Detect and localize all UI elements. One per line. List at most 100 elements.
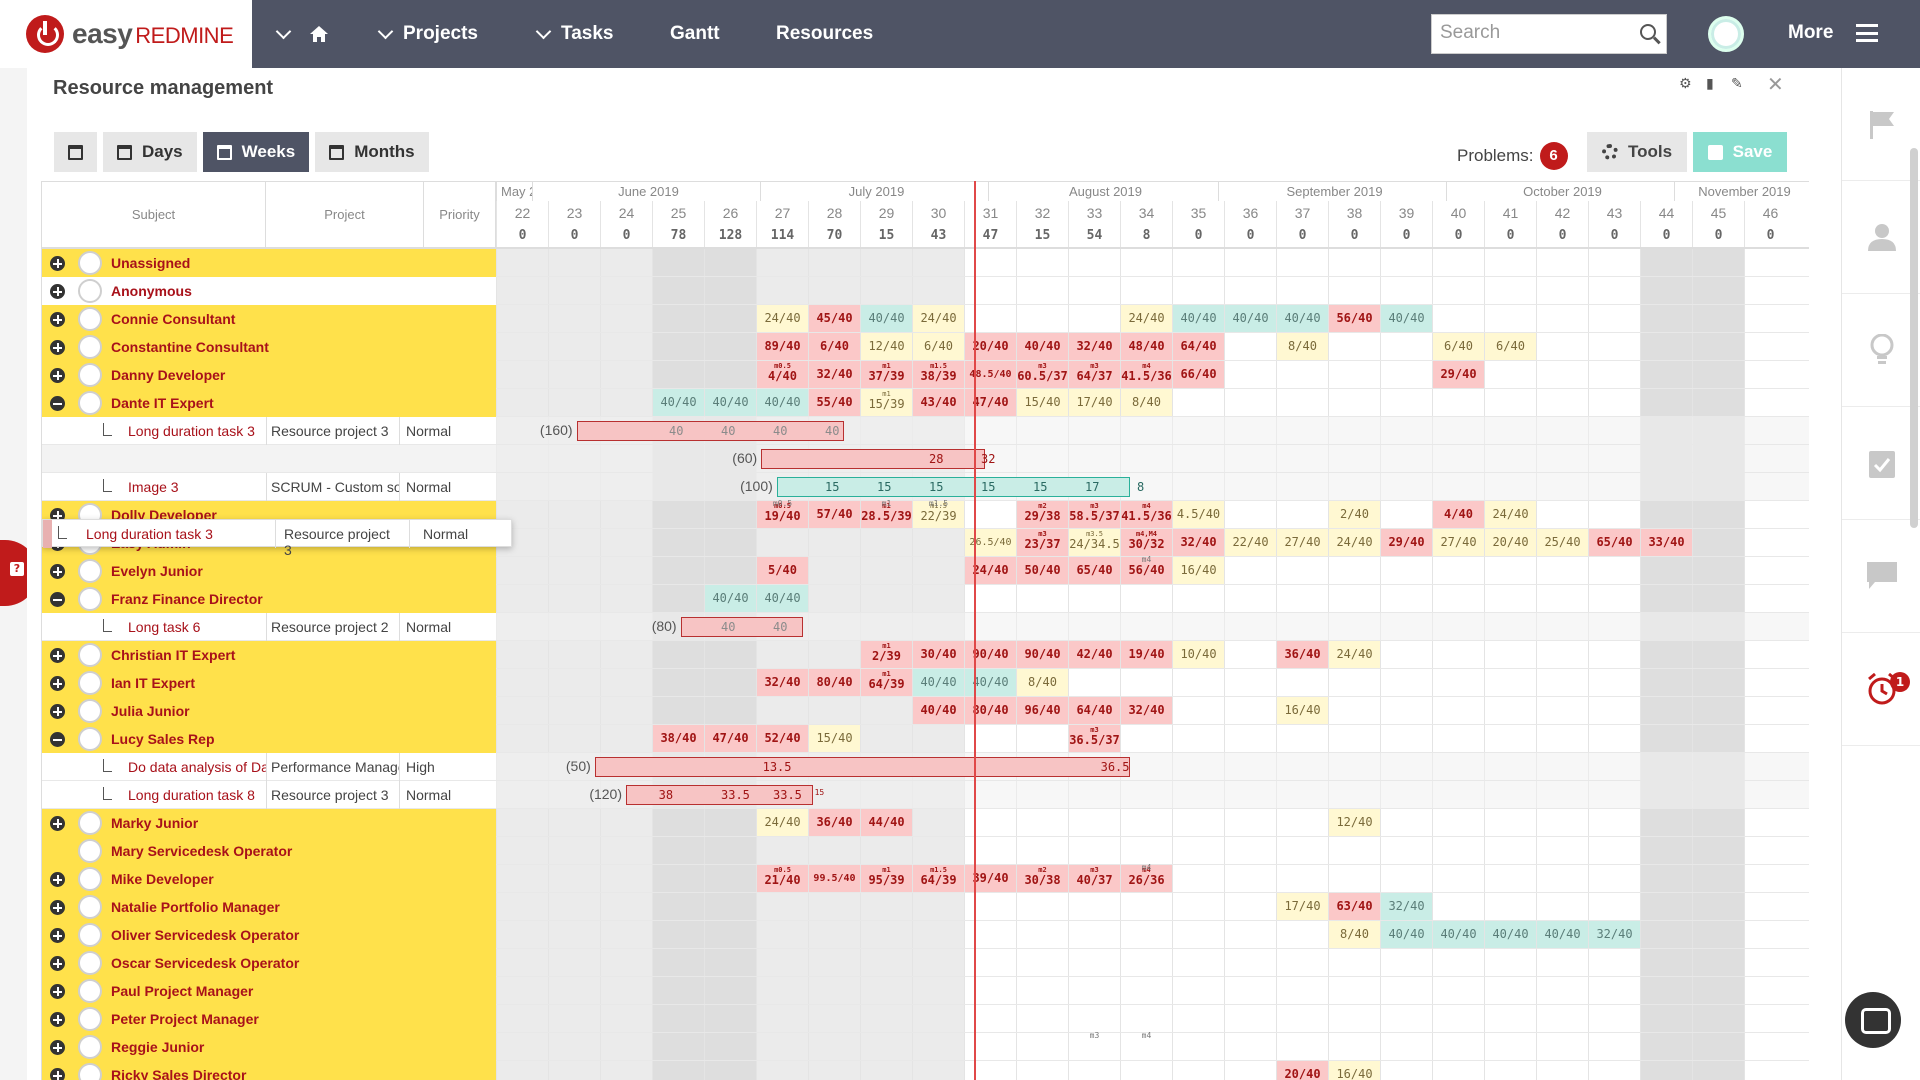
allocation-cell[interactable]: 16/40 xyxy=(1329,1061,1380,1080)
allocation-cell[interactable]: 8/40 xyxy=(1121,389,1172,416)
tools-button[interactable]: Tools xyxy=(1587,132,1687,172)
expand-icon[interactable] xyxy=(50,284,65,299)
allocation-cell[interactable]: 8/40 xyxy=(1329,921,1380,948)
expand-icon[interactable] xyxy=(50,928,65,943)
task-bar[interactable]: 13.5 36.5 xyxy=(594,757,1131,777)
more-menu-button[interactable]: More xyxy=(1788,22,1834,43)
user-name[interactable]: Ricky Sales Director xyxy=(111,1067,247,1080)
allocation-cell[interactable]: 40/40 xyxy=(1433,921,1484,948)
user-row[interactable]: Christian IT Expert xyxy=(42,641,496,669)
allocation-cell[interactable]: 24/40 xyxy=(757,809,808,836)
expand-icon[interactable] xyxy=(50,984,65,999)
allocation-cell[interactable]: 33/40 xyxy=(1641,529,1692,556)
allocation-cell[interactable]: 65/40 xyxy=(1589,529,1640,556)
allocation-cell[interactable]: 47/40 xyxy=(965,389,1016,416)
user-row[interactable]: Oliver Servicedesk Operator xyxy=(42,921,496,949)
user-row[interactable]: Paul Project Manager xyxy=(42,977,496,1005)
user-name[interactable]: Peter Project Manager xyxy=(111,1011,259,1027)
allocation-cell[interactable]: 40/40 xyxy=(653,389,704,416)
calendar-button[interactable] xyxy=(54,132,97,172)
allocation-cell[interactable]: 39/40 xyxy=(965,865,1016,892)
user-row[interactable]: Danny Developer xyxy=(42,361,496,389)
user-row[interactable]: Evelyn Junior xyxy=(42,557,496,585)
allocation-cell[interactable]: 96/40 xyxy=(1017,697,1068,724)
collapse-icon[interactable] xyxy=(50,396,65,411)
hamburger-icon[interactable] xyxy=(1856,24,1878,42)
allocation-cell[interactable]: m1 15/39 xyxy=(861,389,912,416)
user-row[interactable]: Julia Junior xyxy=(42,697,496,725)
allocation-cell[interactable]: 80/40 xyxy=(809,669,860,696)
pencil-icon[interactable]: ✎ xyxy=(1731,76,1743,92)
user-name[interactable]: Unassigned xyxy=(111,255,191,271)
allocation-cell[interactable]: 16/40 xyxy=(1173,557,1224,584)
allocation-cell[interactable]: m4,M4 30/32 xyxy=(1121,529,1172,556)
allocation-cell[interactable]: 19/40 xyxy=(1121,641,1172,668)
allocation-cell[interactable]: 17/40 xyxy=(1069,389,1120,416)
days-button[interactable]: Days xyxy=(103,132,197,172)
allocation-cell[interactable]: 32/40 xyxy=(757,669,808,696)
expand-icon[interactable] xyxy=(50,368,65,383)
allocation-cell[interactable]: 29/40 xyxy=(1381,529,1432,556)
allocation-cell[interactable]: 42/40 xyxy=(1069,641,1120,668)
allocation-cell[interactable]: 2/40 xyxy=(1329,501,1380,528)
allocation-cell[interactable]: 44/40 xyxy=(861,809,912,836)
user-name[interactable]: Oscar Servicedesk Operator xyxy=(111,955,300,971)
logo[interactable]: easy REDMINE xyxy=(0,0,252,68)
column-header-priority[interactable]: Priority xyxy=(424,182,496,247)
nav-tasks[interactable]: Tasks xyxy=(535,0,613,68)
gear-icon[interactable]: ⚙ xyxy=(1679,76,1692,92)
allocation-cell[interactable]: m3.5 24/34.5 xyxy=(1069,529,1120,556)
allocation-cell[interactable]: m1 64/39 xyxy=(861,669,912,696)
task-subject[interactable]: Long duration task 3 xyxy=(86,526,213,542)
allocation-cell[interactable]: 48/40 xyxy=(1121,333,1172,360)
task-bar[interactable]: 40 40 40 40 xyxy=(576,421,845,441)
allocation-cell[interactable]: 6/40 xyxy=(1433,333,1484,360)
allocation-cell[interactable]: 40/40 xyxy=(1017,333,1068,360)
expand-icon[interactable] xyxy=(50,1012,65,1027)
allocation-cell[interactable]: 56/40 xyxy=(1121,557,1172,584)
allocation-cell[interactable]: 40/40 xyxy=(1537,921,1588,948)
user-name[interactable]: Reggie Junior xyxy=(111,1039,205,1055)
allocation-cell[interactable]: 10/40 xyxy=(1173,641,1224,668)
allocation-cell[interactable]: 20/40 xyxy=(965,333,1016,360)
column-header-subject[interactable]: Subject xyxy=(42,182,266,247)
user-name[interactable]: Paul Project Manager xyxy=(111,983,254,999)
checklist-icon[interactable] xyxy=(1842,407,1920,520)
chat-widget-button[interactable] xyxy=(1845,992,1901,1048)
allocation-cell[interactable]: 27/40 xyxy=(1433,529,1484,556)
task-bar[interactable]: 40 40 xyxy=(680,617,803,637)
user-row[interactable]: Oscar Servicedesk Operator xyxy=(42,949,496,977)
user-row[interactable]: Reggie Junior xyxy=(42,1033,496,1061)
user-row[interactable]: Ian IT Expert xyxy=(42,669,496,697)
expand-icon[interactable] xyxy=(50,900,65,915)
allocation-cell[interactable]: 64/40 xyxy=(1173,333,1224,360)
user-name[interactable]: Natalie Portfolio Manager xyxy=(111,899,280,915)
flag-icon[interactable] xyxy=(1842,68,1920,181)
allocation-cell[interactable]: 20/40 xyxy=(1277,1061,1328,1080)
user-name[interactable]: Mary Servicedesk Operator xyxy=(111,843,293,859)
allocation-cell[interactable]: 24/40 xyxy=(1329,641,1380,668)
allocation-cell[interactable]: 40/40 xyxy=(705,389,756,416)
allocation-cell[interactable]: 32/40 xyxy=(1381,893,1432,920)
allocation-cell[interactable]: 40/40 xyxy=(913,697,964,724)
allocation-cell[interactable]: 24/40 xyxy=(965,557,1016,584)
allocation-cell[interactable]: 22/40 xyxy=(1225,529,1276,556)
user-row[interactable]: Dante IT Expert xyxy=(42,389,496,417)
expand-icon[interactable] xyxy=(50,256,65,271)
column-header-project[interactable]: Project xyxy=(266,182,424,247)
allocation-cell[interactable]: 25/40 xyxy=(1537,529,1588,556)
task-subject[interactable]: Long duration task 3 xyxy=(128,423,255,439)
task-subject[interactable]: Long task 6 xyxy=(128,619,201,635)
allocation-cell[interactable]: m3 23/37 xyxy=(1017,529,1068,556)
allocation-cell[interactable]: m4 41.5/36 xyxy=(1121,361,1172,388)
expand-icon[interactable] xyxy=(50,816,65,831)
user-row[interactable]: Franz Finance Director xyxy=(42,585,496,613)
user-name[interactable]: Ian IT Expert xyxy=(111,675,196,691)
user-name[interactable]: Danny Developer xyxy=(111,367,226,383)
allocation-cell[interactable]: m1 2/39 xyxy=(861,641,912,668)
expand-icon[interactable] xyxy=(50,956,65,971)
allocation-cell[interactable]: 32/40 xyxy=(1589,921,1640,948)
allocation-cell[interactable]: 4.5/40 xyxy=(1173,501,1224,528)
user-name[interactable]: Oliver Servicedesk Operator xyxy=(111,927,300,943)
user-name[interactable]: Franz Finance Director xyxy=(111,591,263,607)
